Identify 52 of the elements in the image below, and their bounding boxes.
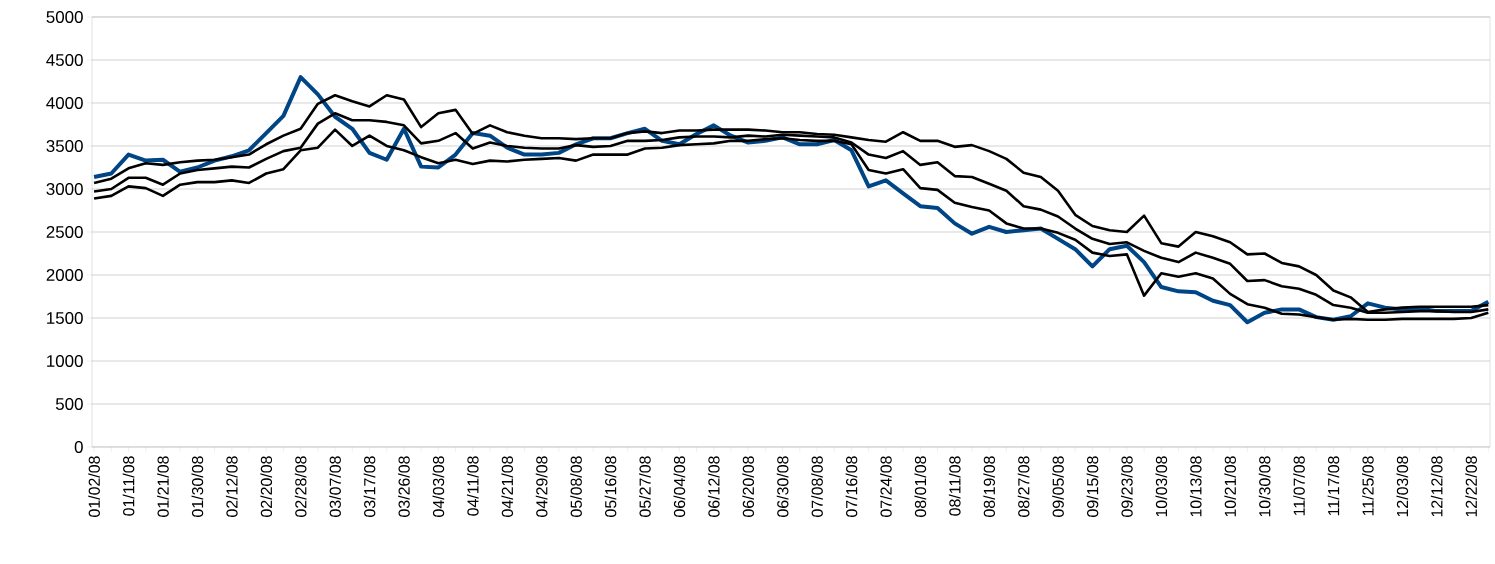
x-tick-label: 06/30/08 — [776, 456, 789, 517]
x-tick-label: 10/21/08 — [1224, 456, 1236, 517]
x-tick-label: 08/27/08 — [1017, 456, 1030, 517]
x-tick-label: 06/20/08 — [742, 456, 755, 517]
y-tick-label: 0 — [74, 440, 83, 453]
x-tick-label: 12/12/08 — [1430, 456, 1443, 517]
x-tick-label: 01/30/08 — [191, 456, 204, 517]
x-tick-label: 03/26/08 — [398, 456, 410, 517]
x-tick-label: 02/28/08 — [294, 456, 307, 517]
y-tick-label: 4000 — [46, 96, 83, 109]
y-tick-label: 1500 — [47, 311, 83, 324]
x-tick-label: 11/07/08 — [1293, 456, 1305, 516]
x-tick-label: 02/20/08 — [260, 456, 273, 517]
x-tick-label: 07/08/08 — [811, 456, 823, 517]
x-tick-label: 08/11/08 — [948, 456, 961, 516]
x-tick-label: 06/12/08 — [707, 456, 720, 517]
x-tick-label: 06/04/08 — [673, 456, 686, 517]
x-tick-label: 08/19/08 — [983, 456, 996, 517]
x-tick-label: 11/25/08 — [1362, 456, 1374, 516]
x-tick-label: 02/12/08 — [225, 456, 238, 517]
x-tick-label: 04/11/08 — [466, 456, 479, 516]
x-tick-label: 12/03/08 — [1396, 456, 1409, 517]
y-tick-label: 5000 — [46, 10, 83, 23]
x-tick-label: 04/21/08 — [501, 456, 514, 517]
x-tick-label: 07/16/08 — [845, 456, 858, 517]
x-tick-label: 05/27/08 — [639, 456, 651, 517]
x-tick-label: 09/23/08 — [1121, 456, 1133, 517]
x-tick-label: 05/16/08 — [604, 456, 617, 517]
x-tick-label: 01/21/08 — [157, 456, 169, 517]
x-tick-label: 01/11/08 — [122, 456, 135, 516]
x-tick-label: 08/01/08 — [914, 456, 927, 517]
x-tick-label: 05/08/08 — [570, 456, 582, 517]
y-tick-label: 3500 — [46, 139, 83, 152]
x-tick-label: 12/22/08 — [1465, 456, 1477, 517]
y-tick-label: 2000 — [46, 268, 83, 281]
x-tick-label: 10/30/08 — [1258, 456, 1271, 517]
x-tick-label: 11/17/08 — [1327, 456, 1340, 516]
x-tick-label: 03/17/08 — [363, 456, 376, 517]
x-tick-label: 09/15/08 — [1086, 456, 1099, 517]
y-tick-label: 2500 — [46, 225, 83, 238]
x-tick-label: 09/05/08 — [1052, 456, 1064, 517]
x-tick-label: 01/02/08 — [88, 456, 100, 517]
x-tick-label: 07/24/08 — [880, 456, 892, 517]
x-tick-label: 10/13/08 — [1189, 456, 1202, 517]
y-tick-label: 500 — [55, 397, 83, 410]
x-tick-label: 04/29/08 — [535, 456, 548, 517]
x-tick-label: 04/03/08 — [432, 456, 445, 517]
y-tick-label: 3000 — [46, 182, 83, 195]
y-tick-label: 4500 — [46, 53, 83, 66]
x-tick-label: 10/03/08 — [1155, 456, 1168, 517]
x-tick-label: 03/07/08 — [329, 456, 341, 517]
y-tick-label: 1000 — [47, 354, 83, 367]
